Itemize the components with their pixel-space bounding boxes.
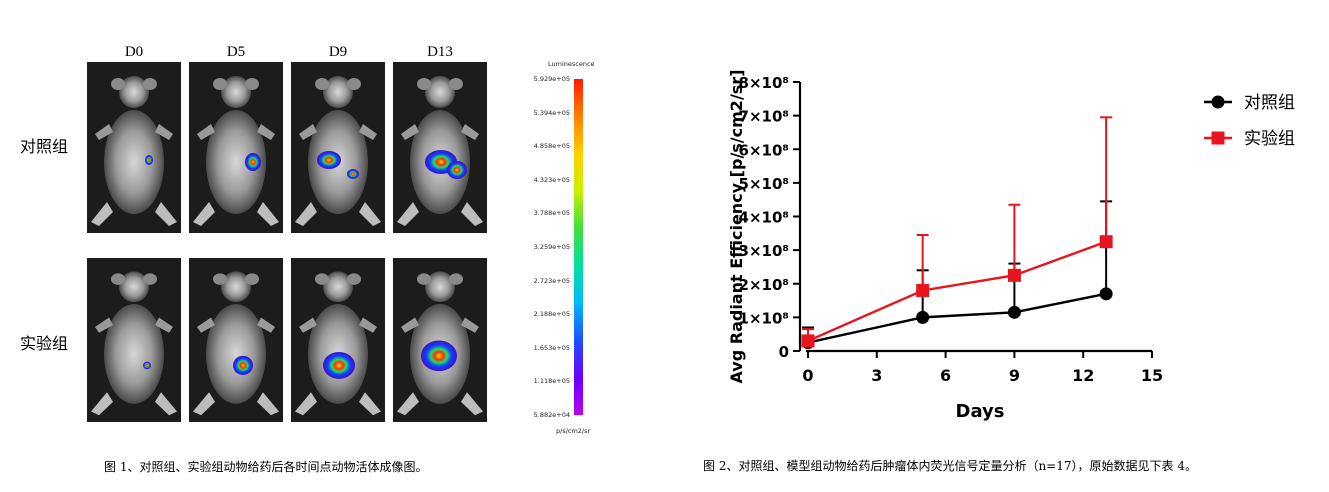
x-tick-label: 0: [802, 366, 813, 385]
day-label-d13: D13: [427, 44, 453, 60]
data-point: [801, 334, 815, 348]
mouse-image-tile: [87, 258, 181, 422]
mouse-image-tile: [393, 258, 487, 422]
colorbar-tick-label: 1.118e+05: [533, 377, 570, 386]
luminescence-signal: [245, 153, 261, 171]
y-tick-label: 8×10⁸: [739, 74, 789, 92]
colorbar-unit: p/s/cm2/sr: [556, 427, 591, 435]
luminescence-signal: [323, 351, 355, 379]
data-point: [916, 283, 930, 297]
day-label-d5: D5: [226, 44, 246, 60]
data-point: [1007, 305, 1021, 319]
colorbar-tick-label: 4.323e+05: [533, 175, 570, 184]
luminescence-signal: [347, 169, 359, 179]
x-tick-label: 9: [1009, 366, 1020, 385]
colorbar-tick-label: 3.788e+05: [533, 209, 570, 218]
radiant-efficiency-chart: 0 3 6 9 12 15 0 1×10⁸ 2×10⁸ 3×10⁸ 4×10⁸ 5×10⁸ 6×10⁸ 7…: [727, 69, 1295, 422]
x-tick-label: 3: [871, 366, 882, 385]
luminescence-signal: [447, 161, 467, 179]
y-tick-label: 2×10⁸: [739, 276, 789, 294]
group-label-experiment: 实验组: [20, 334, 69, 353]
data-point: [1007, 268, 1021, 282]
chart-series: [801, 116, 1113, 350]
colorbar-tick-label: 5.929e+05: [533, 75, 570, 83]
mouse-image-tile: [189, 62, 283, 233]
colorbar-tick-label: 5.882e+04: [533, 411, 570, 419]
colorbar-tick-label: 1.653e+05: [533, 343, 570, 352]
y-tick-label: 3×10⁸: [739, 242, 789, 260]
luminescence-signal: [143, 361, 151, 370]
data-point: [1099, 235, 1113, 249]
y-tick-label: 4×10⁸: [739, 209, 789, 227]
legend-marker: [1211, 131, 1225, 145]
x-tick-label: 6: [940, 366, 951, 385]
group-label-control: 对照组: [20, 137, 69, 156]
chart-axes: 0 3 6 9 12 15 0 1×10⁸ 2×10⁸ 3×10⁸ 4×10⁸ 5×10⁸ 6×10⁸ 7…: [739, 74, 1164, 385]
legend-marker: [1211, 95, 1225, 109]
y-tick-label: 6×10⁸: [739, 141, 789, 159]
series-line: [807, 240, 1107, 343]
luminescence-signal: [317, 151, 341, 169]
series-line: [807, 292, 1107, 344]
data-point: [1099, 287, 1113, 301]
x-tick-label: 15: [1141, 366, 1163, 385]
figure1-caption: 图 1、对照组、实验组动物给药后各时间点动物活体成像图。: [104, 460, 428, 474]
luminescence-signal: [233, 355, 253, 376]
x-axis-label: Days: [956, 401, 1005, 422]
colorbar: [574, 79, 583, 415]
day-label-d0: D0: [124, 44, 144, 60]
x-tick-label: 12: [1072, 366, 1094, 385]
colorbar-tick-label: 2.723e+05: [533, 276, 570, 285]
figure2-caption: 图 2、对照组、模型组动物给药后肿瘤体内荧光信号定量分析（n=17），原始数据见…: [703, 459, 1197, 473]
mouse-image-tile: [291, 258, 385, 422]
y-tick-label: 1×10⁸: [739, 309, 789, 327]
series-experiment: [801, 116, 1113, 348]
day-label-d9: D9: [328, 44, 348, 60]
mouse-image-tile: [87, 62, 181, 233]
legend-label: 实验组: [1244, 129, 1295, 149]
mouse-image-tile: [393, 62, 487, 233]
mouse-image-tile: [291, 62, 385, 233]
colorbar-tick-label: 2.188e+05: [533, 310, 570, 319]
colorbar-tick-label: 4.858e+05: [533, 142, 570, 151]
y-axis-label: Avg Radiant Efficiency [p/s/cm2/sr]: [727, 69, 746, 383]
imaging-panel: D0 D5 D9 D13 对照组 实验组 Luminescence 5.929e…: [0, 0, 640, 492]
mouse-image-tile: [189, 258, 283, 422]
y-tick-label: 0: [779, 343, 789, 361]
data-point: [916, 310, 930, 324]
colorbar-tick-label: 5.394e+05: [533, 108, 570, 117]
y-tick-label: 5×10⁸: [739, 175, 789, 193]
legend-label: 对照组: [1244, 93, 1295, 113]
luminescence-signal: [145, 155, 153, 165]
colorbar-title: Luminescence: [548, 60, 595, 68]
colorbar-tick-label: 3.259e+05: [533, 243, 570, 251]
y-tick-label: 7×10⁸: [739, 108, 789, 126]
luminescence-signal: [421, 340, 457, 372]
series-control: [801, 200, 1113, 350]
